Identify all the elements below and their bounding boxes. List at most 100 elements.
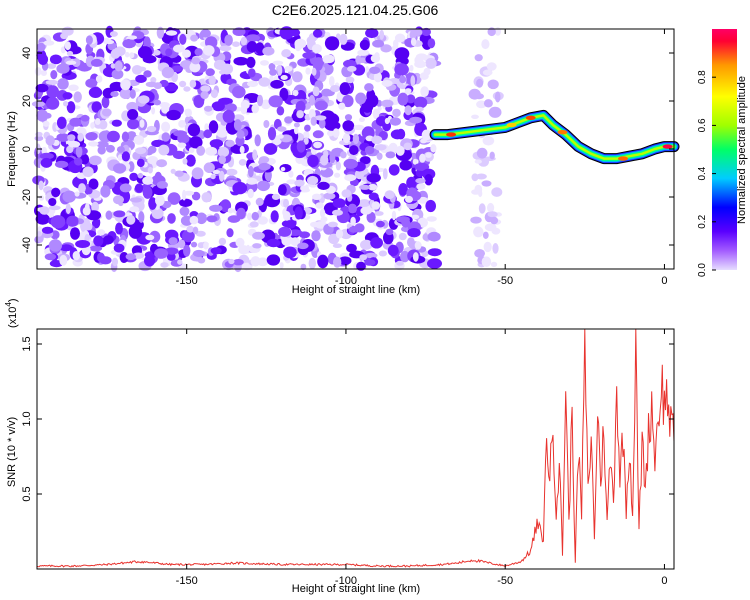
noise-blob (300, 185, 307, 192)
noise-blob (36, 231, 42, 237)
noise-blob (353, 124, 365, 131)
noise-blob (151, 139, 164, 148)
noise-blob (188, 147, 195, 154)
noise-blob (203, 45, 215, 56)
noise-blob (381, 99, 394, 108)
noise-blob (34, 67, 42, 76)
noise-blob (247, 80, 259, 87)
noise-blob (212, 169, 221, 175)
noise-blob (470, 216, 482, 224)
noise-blob (373, 72, 382, 83)
noise-blob (487, 211, 498, 218)
noise-blob (414, 162, 430, 171)
noise-blob (205, 146, 218, 156)
snr-multiplier-close: ) (7, 298, 19, 302)
noise-blob (99, 256, 112, 265)
noise-blob (180, 60, 193, 70)
noise-blob (313, 141, 323, 149)
noise-blob (398, 232, 407, 241)
noise-blob (66, 50, 74, 57)
noise-blob (318, 118, 326, 129)
colorbar-ticks: 0.0 0.2 0.4 0.6 0.8 (697, 70, 716, 277)
snr-x-ticks: -150 -100 -50 0 (176, 329, 668, 587)
noise-blob (232, 85, 246, 99)
noise-blob (347, 203, 357, 214)
x-tick-label: -150 (176, 275, 198, 287)
noise-blob (232, 27, 246, 36)
noise-blob (192, 226, 199, 235)
noise-blob (407, 237, 415, 248)
noise-blob (158, 144, 170, 156)
noise-blob (404, 88, 412, 94)
noise-blob (144, 255, 155, 267)
noise-blob (191, 167, 204, 180)
noise-blob (269, 68, 278, 76)
noise-blob (97, 229, 106, 236)
noise-blob (167, 213, 176, 224)
noise-blob (360, 239, 373, 250)
noise-blob (165, 48, 173, 57)
noise-blob (182, 189, 187, 201)
noise-blob (41, 146, 47, 155)
noise-blob (121, 151, 130, 162)
noise-blob (370, 54, 381, 63)
noise-blob (205, 68, 215, 77)
noise-blob (257, 216, 269, 225)
noise-blob (66, 101, 76, 114)
noise-blob (189, 61, 201, 73)
noise-blob (49, 54, 62, 65)
colorbar-tick-label: 0.6 (697, 118, 708, 132)
noise-blob (187, 123, 201, 137)
noise-blob (38, 195, 45, 201)
noise-blob (64, 41, 72, 51)
noise-blob (342, 120, 355, 132)
noise-blob (411, 214, 420, 220)
noise-blob (166, 109, 181, 121)
noise-blob (261, 99, 271, 110)
noise-blob (427, 231, 441, 242)
noise-blob (179, 206, 190, 216)
noise-blob (255, 197, 264, 206)
noise-blob (184, 190, 195, 196)
noise-blob (113, 163, 127, 174)
noise-blob (197, 257, 206, 264)
noise-blob (113, 210, 126, 218)
noise-blob (248, 68, 256, 78)
noise-blob (359, 254, 368, 261)
noise-blob (73, 91, 82, 103)
noise-blob (155, 195, 165, 206)
noise-blob (294, 206, 303, 220)
noise-blob (193, 95, 205, 108)
noise-blob (296, 110, 304, 119)
noise-blob (136, 66, 147, 72)
noise-blob (364, 252, 378, 259)
ridge-hotspot (525, 115, 536, 121)
noise-blob (373, 109, 381, 116)
noise-blob (482, 136, 495, 146)
noise-blob (381, 80, 393, 87)
noise-blob (137, 95, 150, 104)
noise-blob (218, 155, 226, 164)
noise-blob (156, 26, 165, 39)
noise-blob (270, 79, 284, 89)
noise-blob (279, 26, 294, 40)
noise-blob (161, 132, 171, 142)
ridge-hotspot (446, 132, 457, 137)
noise-blob (481, 256, 492, 268)
noise-blob (415, 106, 424, 112)
noise-blob (177, 142, 187, 148)
noise-blob (218, 170, 225, 182)
noise-blob (340, 151, 347, 159)
noise-blob (219, 70, 226, 75)
noise-blob (153, 82, 162, 90)
noise-blob (302, 52, 316, 59)
noise-blob (127, 161, 135, 173)
noise-blob (56, 116, 67, 129)
noise-blob (352, 64, 366, 76)
noise-blob (52, 122, 58, 132)
snr-panel: -150 -100 -50 0 1.5 1.0 0.5 Height of straigh… (4, 298, 675, 595)
noise-blob (182, 158, 188, 165)
noise-blob (121, 131, 130, 142)
noise-blob (304, 184, 309, 192)
noise-blob (151, 207, 164, 219)
